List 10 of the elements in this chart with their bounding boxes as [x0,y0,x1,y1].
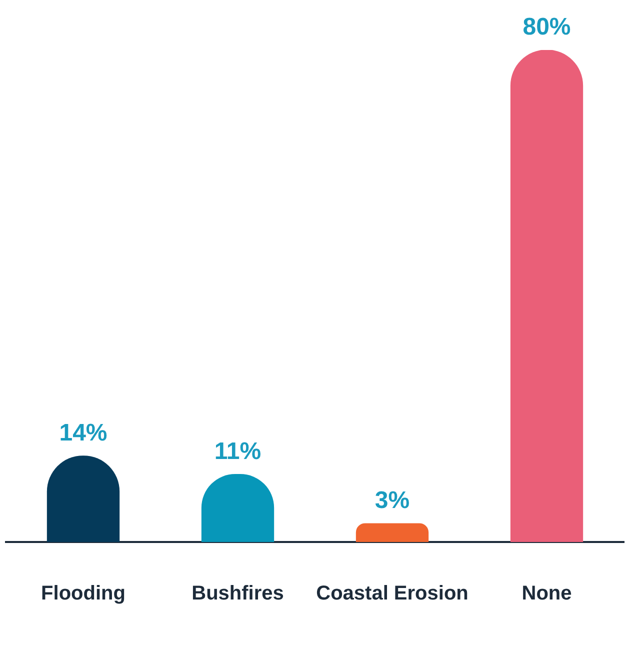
data-label: 3% [374,487,410,514]
x-tick-label: None [522,582,572,605]
data-label: 80% [522,14,571,41]
data-label: 14% [59,420,108,447]
data-label: 11% [214,438,262,465]
x-tick-label: Flooding [41,582,126,605]
x-tick-label: Coastal Erosion [316,582,468,605]
x-tick-label: Bushfires [192,582,284,605]
bar [510,50,584,542]
bar [356,523,429,542]
